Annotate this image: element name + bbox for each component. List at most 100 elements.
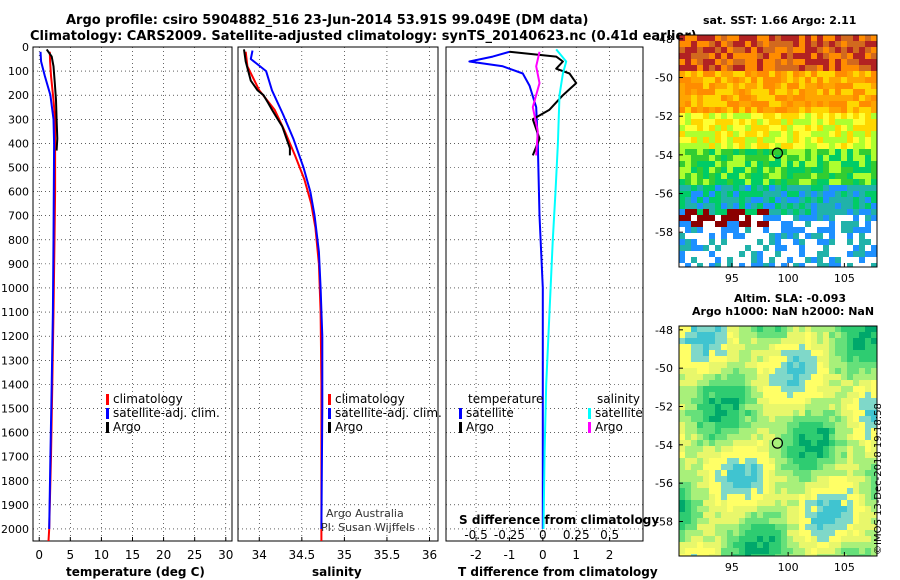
sst-map-pixel [733, 233, 739, 239]
sla-map-pixel [697, 512, 703, 518]
sst-map-pixel [727, 149, 733, 155]
sst-map-pixel [751, 215, 757, 221]
sst-map-pixel [775, 215, 781, 221]
sla-map-pixel [721, 386, 727, 392]
sla-map-pixel [823, 518, 829, 524]
sst-map-pixel [859, 101, 865, 107]
sst-map-pixel [835, 47, 841, 53]
sla-map-pixel [781, 356, 787, 362]
sla-map-pixel [871, 470, 877, 476]
sla-map-pixel [709, 482, 715, 488]
sla-map-pixel [769, 506, 775, 512]
sst-map-pixel [823, 59, 829, 65]
sst-map-pixel [841, 215, 847, 221]
sla-map-pixel [697, 488, 703, 494]
sla-map-pixel [751, 416, 757, 422]
sst-map-pixel [745, 251, 751, 257]
sla-map-pixel [763, 524, 769, 530]
sst-map-pixel [841, 245, 847, 251]
sst-map-pixel [847, 209, 853, 215]
sst-map-pixel [865, 149, 871, 155]
sla-map-pixel [721, 350, 727, 356]
sst-map-pixel [799, 251, 805, 257]
sst-map-pixel [679, 143, 685, 149]
sla-map-pixel [865, 482, 871, 488]
sst-map-pixel [799, 257, 805, 263]
sst-map-pixel [793, 119, 799, 125]
sla-map-pixel [871, 554, 877, 556]
sla-map-pixel [745, 404, 751, 410]
sst-map-pixel [715, 233, 721, 239]
sla-map-pixel [841, 482, 847, 488]
sst-map-pixel [739, 257, 745, 263]
sla-map-pixel [775, 470, 781, 476]
sla-map-pixel [835, 458, 841, 464]
sla-map-pixel [733, 548, 739, 554]
sla-map-pixel [715, 398, 721, 404]
x-tick-label: 35 [337, 548, 352, 562]
sst-map-pixel [829, 107, 835, 113]
sla-map-pixel [859, 446, 865, 452]
sst-map-pixel [817, 137, 823, 143]
sst-map-pixel [823, 263, 829, 267]
sst-map-pixel [715, 137, 721, 143]
sla-map-pixel [787, 350, 793, 356]
sla-map-pixel [757, 548, 763, 554]
sla-map-pixel [859, 398, 865, 404]
sst-map-pixel [829, 203, 835, 209]
sst-map-pixel [871, 263, 877, 267]
imos-timestamp: ©IMOS 13-Dec-2018 19:18:58 [873, 403, 884, 555]
sla-map-pixel [793, 518, 799, 524]
sla-map-pixel [841, 386, 847, 392]
sst-map-pixel [751, 113, 757, 119]
sla-map-pixel [739, 464, 745, 470]
sla-map-pixel [721, 554, 727, 556]
sla-map-pixel [817, 362, 823, 368]
sla-map-pixel [775, 536, 781, 542]
sla-map-pixel [865, 434, 871, 440]
sla-map-pixel [805, 464, 811, 470]
sal-legend-swatch [328, 408, 331, 419]
sla-map-pixel [685, 422, 691, 428]
sst-map-pixel [835, 185, 841, 191]
sla-map-pixel [775, 332, 781, 338]
sst-map-pixel [799, 113, 805, 119]
sla-map-pixel [847, 386, 853, 392]
sst-map-pixel [733, 35, 739, 41]
sla-map-pixel [781, 332, 787, 338]
sla-map-pixel [799, 386, 805, 392]
sla-map-pixel [841, 446, 847, 452]
sla-map-pixel [733, 476, 739, 482]
sla-map-pixel [859, 488, 865, 494]
diff-legend-title-s: salinity [597, 392, 640, 406]
sla-map-pixel [793, 356, 799, 362]
sst-map-pixel [823, 245, 829, 251]
sst-map-pixel [775, 71, 781, 77]
sla-y-tick-label: -52 [655, 401, 673, 414]
sla-map-pixel [841, 398, 847, 404]
sst-map-pixel [739, 119, 745, 125]
sla-map-pixel [859, 458, 865, 464]
sst-map-pixel [823, 65, 829, 71]
sst-map-pixel [847, 101, 853, 107]
sst-map-pixel [679, 227, 685, 233]
sst-map-pixel [841, 161, 847, 167]
sla-map-pixel [859, 374, 865, 380]
sst-map-pixel [853, 161, 859, 167]
sla-map-pixel [679, 440, 685, 446]
sst-map-pixel [739, 53, 745, 59]
sla-map-pixel [787, 470, 793, 476]
sla-map-pixel [763, 512, 769, 518]
sla-map-pixel [859, 332, 865, 338]
sla-map-pixel [709, 428, 715, 434]
sst-map-pixel [829, 209, 835, 215]
sla-map-pixel [697, 368, 703, 374]
sst-map-pixel [829, 125, 835, 131]
sla-map-pixel [745, 464, 751, 470]
sst-map-pixel [715, 101, 721, 107]
sst-map-pixel [727, 89, 733, 95]
sla-map-pixel [733, 434, 739, 440]
sst-map-pixel [865, 89, 871, 95]
sla-map-pixel [841, 470, 847, 476]
sla-map-pixel [793, 506, 799, 512]
